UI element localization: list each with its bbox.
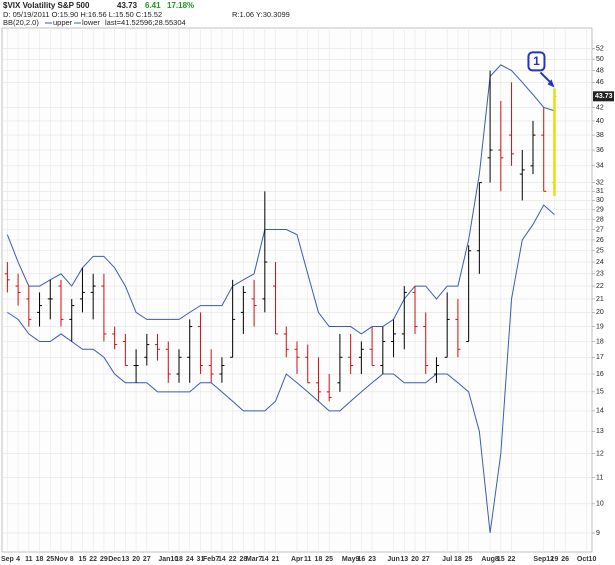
x-tick-label: 29 xyxy=(100,556,108,563)
x-tick-label: Jul xyxy=(442,556,452,563)
annotation-label: 1 xyxy=(533,54,540,68)
y-tick-label: 18 xyxy=(596,338,604,345)
legend-lower: lower xyxy=(82,18,100,27)
x-tick-label: 14 xyxy=(261,556,269,563)
y-tick-label: 16 xyxy=(596,371,604,378)
x-tick-label: 13 xyxy=(400,556,408,563)
x-tick-label: Sep xyxy=(1,556,14,563)
x-tick-label: 13 xyxy=(121,556,129,563)
x-tick-label: Feb7 xyxy=(203,556,219,563)
price: 43.73 xyxy=(117,1,138,10)
y-tick-label: 28 xyxy=(596,216,604,223)
x-tick-label: 22 xyxy=(229,556,237,563)
bollinger-band xyxy=(6,64,555,335)
symbol: $VIX Volatility S&P 500 xyxy=(3,1,90,10)
y-tick-label: 42 xyxy=(596,104,604,111)
x-tick-label: 21 xyxy=(272,556,280,563)
x-tick-label: Mar7 xyxy=(246,556,262,563)
y-tick-label: 48 xyxy=(596,67,604,74)
change: 6.41 xyxy=(145,1,161,10)
x-tick-label: Jan10 xyxy=(158,556,178,563)
x-tick-label: Aug8 xyxy=(481,556,499,563)
last-value-label: 43.73 xyxy=(595,93,613,100)
x-tick-label: 4 xyxy=(16,556,20,563)
y-tick-label: 27 xyxy=(596,226,604,233)
bb-last: last=41.52596;28.55304 xyxy=(105,18,186,27)
y-tick-label: 17 xyxy=(596,354,604,361)
x-tick-label: Dec xyxy=(108,556,121,563)
y-tick-label: 19 xyxy=(596,323,604,330)
y-tick-label: 21 xyxy=(596,296,604,303)
y-tick-label: 36 xyxy=(596,147,604,154)
x-tick-label: May9 xyxy=(342,556,360,563)
x-tick-label: 18 xyxy=(315,556,323,563)
y-tick-label: 12 xyxy=(596,450,604,457)
x-tick-label: 18 xyxy=(175,556,183,563)
y-tick-label: 22 xyxy=(596,283,604,290)
bollinger-band xyxy=(7,204,555,534)
y-tick-label: 40 xyxy=(596,118,604,125)
y-tick-label: 31 xyxy=(596,188,604,195)
y-tick-label: 29 xyxy=(596,207,604,214)
x-tick-label: 25 xyxy=(46,556,54,563)
x-tick-label: Jun xyxy=(387,556,399,563)
annotation-box xyxy=(527,51,546,72)
ohlc-readout: D: 05/19/2011 O:15.90 H:16.56 L:15.50 C:… xyxy=(3,10,162,19)
readout-extra: R:1.06 Y:30.3099 xyxy=(232,10,290,19)
x-tick-label: 31 xyxy=(197,556,205,563)
x-tick-label: 27 xyxy=(422,556,430,563)
y-tick-label: 13 xyxy=(596,428,604,435)
x-tick-label: 26 xyxy=(561,556,569,563)
y-tick-label: 9 xyxy=(596,530,600,537)
last-value-tag xyxy=(593,91,614,102)
y-tick-label: 25 xyxy=(596,248,604,255)
x-tick-label: 20 xyxy=(411,556,419,563)
x-tick-label: 23 xyxy=(368,556,376,563)
y-tick-label: 15 xyxy=(596,389,604,396)
annotation-arrowhead xyxy=(547,79,555,88)
y-tick-label: 38 xyxy=(596,132,604,139)
y-tick-label: 11 xyxy=(596,474,603,481)
bb-label: BB(20,2.0) xyxy=(3,18,39,27)
x-tick-label: 22 xyxy=(508,556,516,563)
x-tick-label: Sep12 xyxy=(533,556,554,563)
y-tick-label: 34 xyxy=(596,163,604,170)
y-tick-label: 24 xyxy=(596,259,604,266)
x-tick-label: 28 xyxy=(239,556,247,563)
y-tick-label: 10 xyxy=(596,501,604,508)
x-tick-label: 15 xyxy=(79,556,87,563)
y-tick-label: 20 xyxy=(596,309,604,316)
x-tick-label: 18 xyxy=(36,556,44,563)
x-tick-label: 16 xyxy=(357,556,365,563)
x-tick-label: 15 xyxy=(497,556,505,563)
x-tick-label: Oct10 xyxy=(577,556,597,563)
y-tick-label: 26 xyxy=(596,237,604,244)
x-tick-label: 20 xyxy=(132,556,140,563)
x-tick-label: 22 xyxy=(89,556,97,563)
x-tick-label: 14 xyxy=(218,556,226,563)
y-tick-label: 14 xyxy=(596,408,604,415)
x-tick-label: 19 xyxy=(551,556,559,563)
y-tick-label: 46 xyxy=(596,79,604,86)
x-tick-label: 25 xyxy=(325,556,333,563)
x-tick-label: 18 xyxy=(454,556,462,563)
x-tick-label: 27 xyxy=(143,556,151,563)
y-tick-label: 32 xyxy=(596,179,604,186)
legend-upper: upper xyxy=(53,18,73,27)
x-tick-label: 11 xyxy=(304,556,312,563)
y-tick-label: 50 xyxy=(596,56,604,63)
x-tick-label: Apr xyxy=(291,556,303,563)
change-pct: 17.18% xyxy=(167,1,194,10)
x-tick-label: 8 xyxy=(70,556,74,563)
y-tick-label: 30 xyxy=(596,197,604,204)
x-tick-label: 11 xyxy=(25,556,33,563)
x-tick-label: 24 xyxy=(186,556,194,563)
y-tick-label: 52 xyxy=(596,45,604,52)
x-tick-label: Nov xyxy=(54,556,67,563)
y-tick-label: 23 xyxy=(596,271,604,278)
x-tick-label: 25 xyxy=(465,556,473,563)
